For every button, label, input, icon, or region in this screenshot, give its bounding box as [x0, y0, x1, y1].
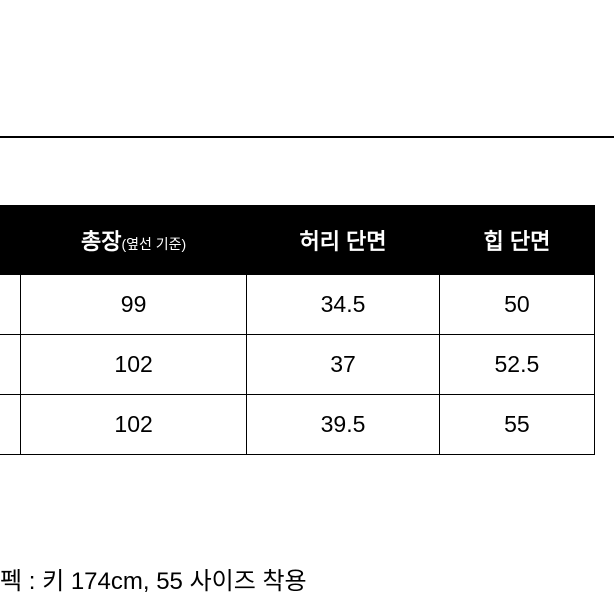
- table-header-hip: 힙 단면: [439, 206, 594, 275]
- table-cell: 55: [439, 395, 594, 455]
- table-row: 99 34.5 50: [0, 275, 595, 335]
- table-cell: 102: [21, 395, 247, 455]
- table-cell: [0, 395, 21, 455]
- table-header-waist: 허리 단면: [247, 206, 440, 275]
- table-cell: 102: [21, 335, 247, 395]
- header-label-waist: 허리 단면: [299, 229, 386, 254]
- table-header-row: 총장(옆선 기준) 허리 단면 힙 단면: [0, 206, 595, 275]
- size-table-container: 총장(옆선 기준) 허리 단면 힙 단면 99 34.5 50 102 37: [0, 205, 595, 455]
- table-row: 102 39.5 55: [0, 395, 595, 455]
- header-label-length: 총장: [81, 229, 121, 254]
- table-cell: [0, 275, 21, 335]
- table-header-empty: [0, 206, 21, 275]
- table-cell: 52.5: [439, 335, 594, 395]
- table-cell: 34.5: [247, 275, 440, 335]
- table-cell: 39.5: [247, 395, 440, 455]
- table-cell: 50: [439, 275, 594, 335]
- table-cell: 99: [21, 275, 247, 335]
- horizontal-divider: [0, 136, 614, 138]
- table-cell: 37: [247, 335, 440, 395]
- header-subtext-length: (옆선 기준): [121, 236, 186, 252]
- size-table: 총장(옆선 기준) 허리 단면 힙 단면 99 34.5 50 102 37: [0, 205, 595, 455]
- model-spec-text: 펙 : 키 174cm, 55 사이즈 착용: [0, 561, 307, 596]
- table-row: 102 37 52.5: [0, 335, 595, 395]
- table-cell: [0, 335, 21, 395]
- table-header-length: 총장(옆선 기준): [21, 206, 247, 275]
- header-label-hip: 힙 단면: [483, 229, 550, 254]
